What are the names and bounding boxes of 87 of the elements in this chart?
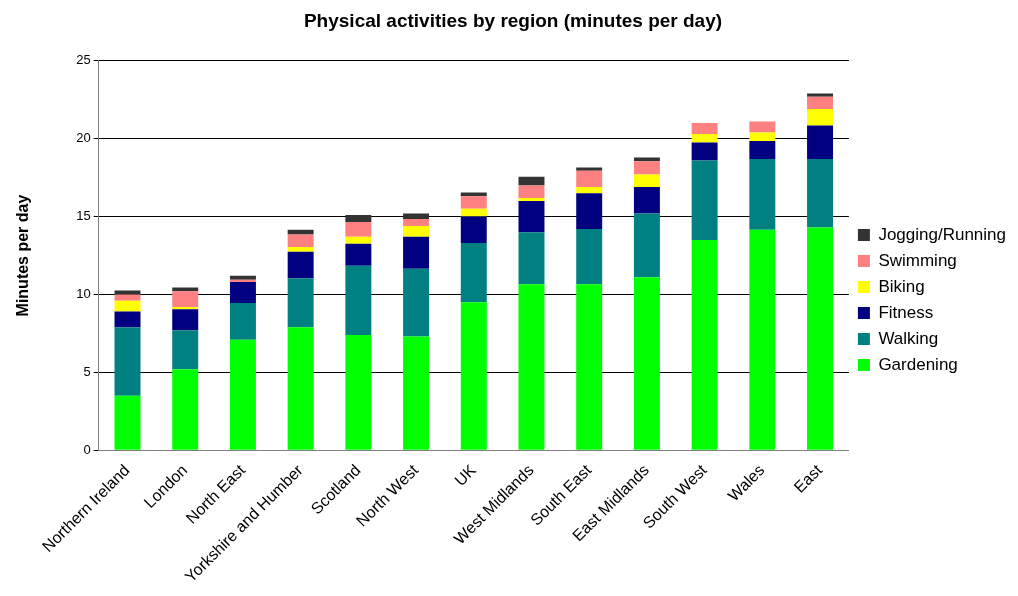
bar xyxy=(576,170,603,187)
bar xyxy=(403,213,430,219)
bar xyxy=(691,123,718,135)
bar xyxy=(345,265,372,335)
bar xyxy=(807,93,834,97)
bar xyxy=(576,186,603,194)
bar xyxy=(172,369,199,450)
bar xyxy=(576,167,603,171)
y-tick-label: 20 xyxy=(76,130,91,146)
bar xyxy=(114,294,141,301)
bar xyxy=(691,142,718,161)
bar xyxy=(749,121,776,133)
bar xyxy=(114,395,141,450)
bar xyxy=(749,158,776,230)
bar xyxy=(749,141,776,159)
bar xyxy=(403,225,430,237)
bar xyxy=(403,336,430,450)
bar xyxy=(345,236,372,244)
legend-label: Biking xyxy=(878,276,925,296)
bar xyxy=(807,158,834,228)
bar xyxy=(518,176,545,186)
y-axis-title: Minutes per day xyxy=(14,194,32,317)
bar xyxy=(749,229,776,450)
bar xyxy=(114,311,141,328)
y-tick-label: 5 xyxy=(83,363,91,379)
bar xyxy=(172,287,199,292)
bar xyxy=(807,125,834,159)
bar xyxy=(287,278,314,328)
legend-label: Gardening xyxy=(878,354,958,374)
bar xyxy=(345,334,372,450)
bar xyxy=(403,268,430,337)
bar xyxy=(691,239,718,450)
legend-label: Fitness xyxy=(878,302,934,322)
legend-label: Swimming xyxy=(878,250,957,270)
bar xyxy=(518,185,545,198)
bar xyxy=(691,134,718,143)
bar xyxy=(633,157,660,162)
bar xyxy=(287,246,314,252)
bar xyxy=(287,251,314,279)
bar xyxy=(114,327,141,396)
bar xyxy=(287,234,314,247)
bar xyxy=(749,132,776,142)
bar xyxy=(807,96,834,110)
bar xyxy=(287,327,314,450)
bar xyxy=(518,232,545,285)
bar xyxy=(633,213,660,278)
legend-label: Walking xyxy=(878,328,939,348)
bar xyxy=(403,236,430,269)
bar xyxy=(172,291,199,307)
bar xyxy=(287,229,314,235)
bar xyxy=(633,186,660,214)
bar xyxy=(460,243,487,303)
bar xyxy=(345,215,372,223)
bar xyxy=(807,109,834,126)
bar xyxy=(229,275,256,280)
bar xyxy=(807,227,834,450)
bar xyxy=(576,193,603,230)
bar xyxy=(460,192,487,197)
bar xyxy=(345,243,372,266)
y-tick-label: 10 xyxy=(76,286,91,302)
bar xyxy=(576,229,603,285)
bar xyxy=(345,222,372,237)
y-tick-label: 15 xyxy=(76,208,91,224)
bar xyxy=(460,302,487,450)
y-tick-label: 0 xyxy=(83,441,91,457)
bar xyxy=(633,174,660,187)
bar xyxy=(460,216,487,244)
bar xyxy=(229,339,256,450)
bar xyxy=(576,284,603,450)
bar xyxy=(633,277,660,450)
legend-label: Jogging/Running xyxy=(878,224,1007,244)
bar xyxy=(633,161,660,175)
bar xyxy=(518,197,545,202)
bar xyxy=(691,160,718,240)
x-tick-label: UK xyxy=(451,461,480,490)
bar xyxy=(172,330,199,370)
y-tick-label: 25 xyxy=(76,52,91,68)
bar xyxy=(518,284,545,450)
bar xyxy=(229,303,256,340)
bar xyxy=(460,208,487,217)
bar xyxy=(518,201,545,233)
bar xyxy=(114,300,141,312)
bar xyxy=(229,282,256,304)
bar xyxy=(172,309,199,331)
bar xyxy=(460,196,487,209)
bar xyxy=(403,218,430,226)
chart-title: Physical activities by region (minutes per day) xyxy=(303,9,723,31)
